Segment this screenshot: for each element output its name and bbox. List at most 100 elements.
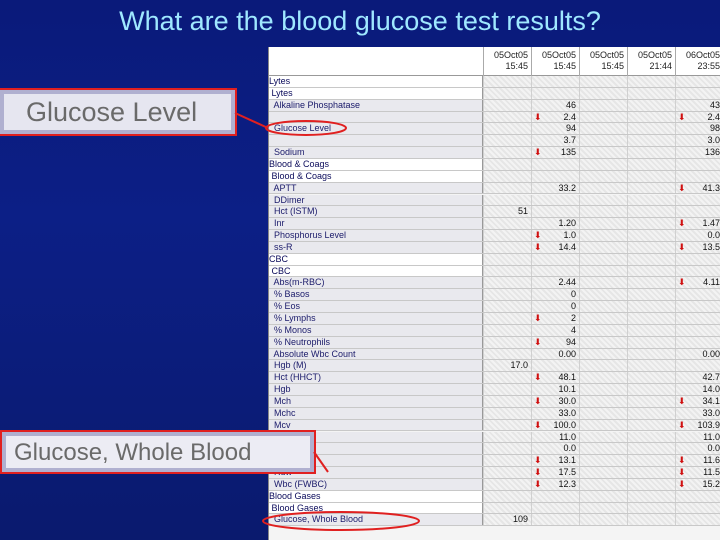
result-cell[interactable] (627, 123, 675, 135)
result-cell[interactable]: 0 (531, 301, 579, 312)
result-cell[interactable]: 51 (483, 206, 531, 218)
result-cell[interactable] (675, 158, 720, 170)
result-cell[interactable] (579, 502, 627, 514)
table-row[interactable]: Blood & Coags (269, 158, 720, 171)
table-row[interactable]: Blood Gases (269, 490, 720, 503)
result-cell[interactable]: ⬇ 2.4 (531, 111, 579, 123)
result-cell[interactable] (579, 431, 627, 443)
result-cell[interactable] (627, 194, 675, 206)
result-cell[interactable] (627, 99, 675, 111)
result-cell[interactable]: 98 (675, 123, 720, 135)
result-cell[interactable]: 3.7 (531, 135, 579, 147)
result-cell[interactable] (627, 467, 675, 478)
result-cell[interactable] (531, 76, 579, 87)
result-cell[interactable] (483, 230, 531, 241)
table-row[interactable]: % Eos 0 (269, 301, 720, 313)
result-cell[interactable] (579, 407, 627, 419)
result-cell[interactable] (675, 194, 720, 206)
result-cell[interactable] (579, 123, 627, 135)
column-header-4[interactable]: 06Oct05 23:55 (675, 47, 720, 76)
result-cell[interactable] (579, 372, 627, 384)
result-cell[interactable] (627, 87, 675, 99)
result-cell[interactable] (627, 431, 675, 443)
result-cell[interactable] (627, 395, 675, 407)
result-cell[interactable] (627, 514, 675, 526)
result-cell[interactable] (579, 301, 627, 312)
table-row[interactable]: Inr 1.20 ⬇ 1.47 (269, 218, 720, 231)
result-cell[interactable] (675, 490, 720, 502)
result-cell[interactable] (531, 360, 579, 372)
result-cell[interactable] (483, 194, 531, 206)
result-cell[interactable] (675, 514, 720, 526)
result-cell[interactable] (627, 265, 675, 277)
result-cell[interactable] (627, 407, 675, 419)
result-cell[interactable]: 43 (675, 99, 720, 111)
result-cell[interactable] (627, 490, 675, 502)
result-cell[interactable]: 0.0 (675, 443, 720, 455)
result-cell[interactable] (579, 348, 627, 360)
result-cell[interactable]: 11.0 (531, 431, 579, 443)
table-row[interactable]: ⬇ 2.4 ⬇ 2.4 (269, 111, 720, 124)
table-row[interactable]: APTT 33.2 ⬇ 41.3 (269, 182, 720, 195)
result-cell[interactable]: ⬇ 11.6 (675, 455, 720, 467)
table-row[interactable]: % Monos 4 (269, 324, 720, 337)
result-cell[interactable] (483, 99, 531, 111)
result-cell[interactable] (483, 135, 531, 147)
result-cell[interactable] (579, 313, 627, 324)
table-row[interactable]: Hgb (M) 17.0 (269, 360, 720, 373)
result-cell[interactable] (627, 372, 675, 384)
result-cell[interactable] (627, 419, 675, 431)
result-cell[interactable] (531, 158, 579, 170)
result-cell[interactable]: 10.1 (531, 384, 579, 395)
result-cell[interactable]: 0.00 (531, 348, 579, 360)
table-row[interactable]: Wbc (FWBC) ⬇ 12.3 ⬇ 15.2 (269, 478, 720, 491)
result-cell[interactable]: 2.44 (531, 277, 579, 289)
table-row[interactable]: Absolute Wbc Count 0.00 0.00 (269, 348, 720, 361)
table-row[interactable]: Glucose Level 94 98 (269, 123, 720, 136)
table-row[interactable]: % Basos 0 (269, 289, 720, 302)
result-cell[interactable]: 1.20 (531, 218, 579, 230)
result-cell[interactable] (627, 360, 675, 372)
result-cell[interactable] (483, 123, 531, 135)
result-cell[interactable]: ⬇ 15.2 (675, 478, 720, 490)
result-cell[interactable] (579, 360, 627, 372)
result-cell[interactable] (483, 372, 531, 384)
table-row[interactable]: % Neutrophils ⬇ 94 (269, 336, 720, 349)
result-cell[interactable]: ⬇ 34.1 (675, 395, 720, 407)
result-cell[interactable]: ⬇ 30.0 (531, 395, 579, 407)
result-cell[interactable]: 0.0 (531, 443, 579, 455)
result-cell[interactable] (579, 467, 627, 478)
result-cell[interactable] (675, 502, 720, 514)
result-cell[interactable] (531, 265, 579, 277)
result-cell[interactable] (675, 336, 720, 348)
result-cell[interactable]: 33.2 (531, 182, 579, 194)
result-cell[interactable] (579, 384, 627, 395)
table-row[interactable]: CBC (269, 265, 720, 278)
result-cell[interactable] (483, 395, 531, 407)
result-cell[interactable] (627, 158, 675, 170)
result-cell[interactable]: ⬇ 4.11 (675, 277, 720, 289)
result-cell[interactable] (579, 455, 627, 467)
result-cell[interactable]: ⬇ 48.1 (531, 372, 579, 384)
result-cell[interactable] (675, 253, 720, 265)
result-cell[interactable] (579, 99, 627, 111)
result-cell[interactable] (483, 443, 531, 455)
result-cell[interactable] (483, 277, 531, 289)
result-cell[interactable] (579, 111, 627, 123)
result-cell[interactable]: ⬇ 11.5 (675, 467, 720, 478)
result-cell[interactable]: 94 (531, 123, 579, 135)
result-cell[interactable] (483, 467, 531, 478)
result-cell[interactable] (675, 313, 720, 324)
table-row[interactable]: ss-R ⬇ 14.4 ⬇ 13.5 (269, 241, 720, 254)
table-row[interactable]: Hgb 10.1 14.0 (269, 384, 720, 396)
result-cell[interactable] (579, 147, 627, 158)
result-cell[interactable] (483, 170, 531, 182)
result-cell[interactable] (483, 431, 531, 443)
result-cell[interactable]: 33.0 (675, 407, 720, 419)
result-cell[interactable]: ⬇ 12.3 (531, 478, 579, 490)
result-cell[interactable] (675, 206, 720, 218)
result-cell[interactable]: 0.00 (675, 348, 720, 360)
result-cell[interactable] (579, 182, 627, 194)
result-cell[interactable]: 46 (531, 99, 579, 111)
result-cell[interactable] (579, 206, 627, 218)
